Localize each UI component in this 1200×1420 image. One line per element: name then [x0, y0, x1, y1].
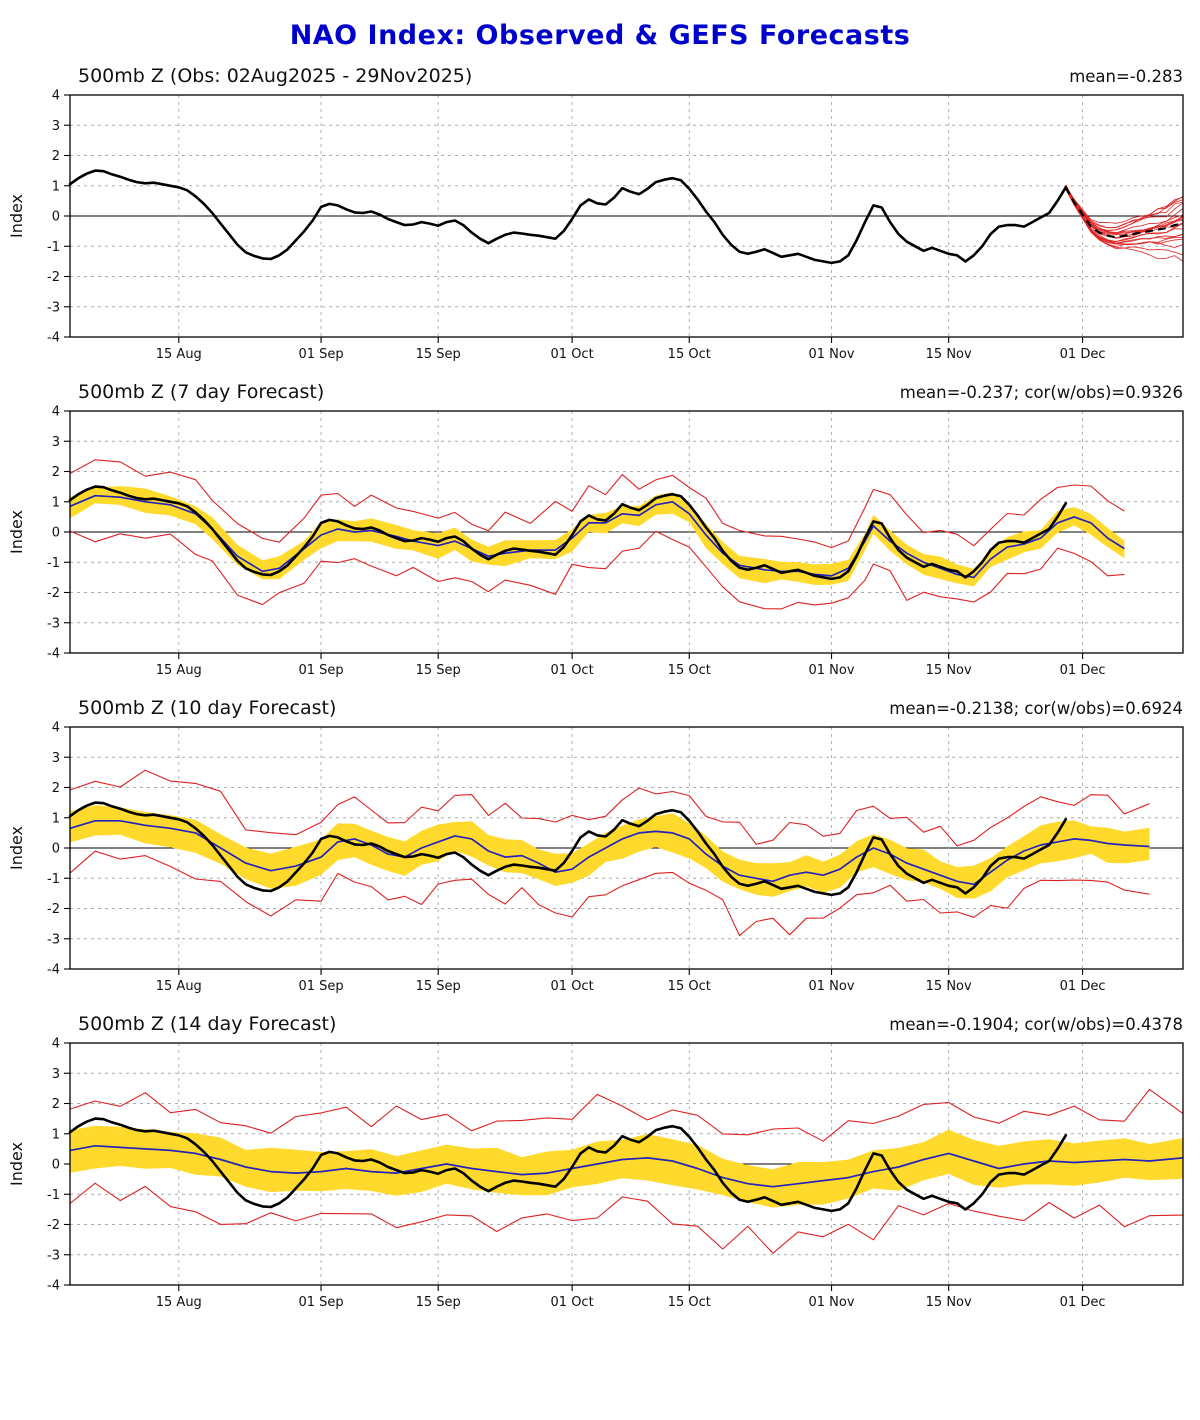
svg-text:15 Nov: 15 Nov — [926, 347, 972, 362]
svg-text:15 Sep: 15 Sep — [416, 979, 461, 994]
svg-text:15 Aug: 15 Aug — [156, 1295, 202, 1310]
svg-text:01 Oct: 01 Oct — [551, 979, 594, 994]
svg-text:-4: -4 — [47, 1279, 60, 1294]
svg-text:Index: Index — [7, 826, 26, 870]
panel-forecast-10day-title: 500mb Z (10 day Forecast) — [78, 697, 337, 719]
svg-text:2: 2 — [52, 465, 60, 480]
svg-text:0: 0 — [52, 842, 60, 857]
svg-text:15 Sep: 15 Sep — [416, 663, 461, 678]
panel-observed-header: 500mb Z (Obs: 02Aug2025 - 29Nov2025) mea… — [0, 65, 1200, 89]
svg-text:4: 4 — [52, 405, 60, 420]
svg-text:Index: Index — [7, 510, 26, 554]
svg-text:-2: -2 — [47, 270, 60, 285]
svg-text:-1: -1 — [47, 240, 60, 255]
svg-text:3: 3 — [52, 1067, 60, 1082]
chart-canvas-1: -4 -3 -2 -1 0 1 2 3 4 15 Aug 01 Sep 15 Sep 01 Oct 15 … — [7, 405, 1184, 678]
svg-text:15 Nov: 15 Nov — [926, 979, 972, 994]
svg-text:15 Oct: 15 Oct — [668, 1295, 711, 1310]
svg-text:15 Aug: 15 Aug — [156, 663, 202, 678]
panel-forecast-7day-title: 500mb Z (7 day Forecast) — [78, 381, 325, 403]
svg-text:1: 1 — [52, 495, 60, 510]
svg-text:15 Sep: 15 Sep — [416, 347, 461, 362]
svg-text:-3: -3 — [47, 300, 60, 315]
svg-text:Index: Index — [7, 1142, 26, 1186]
chart-canvas-3: -4 -3 -2 -1 0 1 2 3 4 15 Aug 01 Sep 15 Sep 01 Oct 15 … — [7, 1037, 1184, 1310]
svg-text:-4: -4 — [47, 647, 60, 662]
svg-text:-2: -2 — [47, 902, 60, 917]
svg-text:3: 3 — [52, 119, 60, 134]
panel-forecast-14day-stats: mean=-0.1904; cor(w/obs)=0.4378 — [889, 1015, 1183, 1034]
panel-forecast-7day-header: 500mb Z (7 day Forecast) mean=-0.237; co… — [0, 381, 1200, 405]
svg-text:15 Aug: 15 Aug — [156, 347, 202, 362]
chart-canvas-0: -4 -3 -2 -1 0 1 2 3 4 15 Aug 01 Sep 15 Sep 01 Oct 15 … — [7, 89, 1184, 362]
svg-text:2: 2 — [52, 149, 60, 164]
svg-text:15 Oct: 15 Oct — [668, 663, 711, 678]
panel-forecast-10day: 500mb Z (10 day Forecast) mean=-0.2138; … — [0, 697, 1200, 1005]
svg-text:3: 3 — [52, 751, 60, 766]
chart-canvas-2: -4 -3 -2 -1 0 1 2 3 4 15 Aug 01 Sep 15 Sep 01 Oct 15 … — [7, 721, 1184, 994]
panel-observed-title: 500mb Z (Obs: 02Aug2025 - 29Nov2025) — [78, 65, 473, 87]
svg-text:-1: -1 — [47, 1188, 60, 1203]
svg-text:0: 0 — [52, 526, 60, 541]
svg-text:1: 1 — [52, 1127, 60, 1142]
panel-forecast-14day-header: 500mb Z (14 day Forecast) mean=-0.1904; … — [0, 1013, 1200, 1037]
svg-text:Index: Index — [7, 194, 26, 238]
svg-text:15 Aug: 15 Aug — [156, 979, 202, 994]
svg-text:01 Dec: 01 Dec — [1060, 347, 1106, 362]
panel-forecast-10day-plot: -4 -3 -2 -1 0 1 2 3 4 15 Aug 01 Sep 15 Sep 01 Oct 15 … — [0, 721, 1200, 1005]
svg-text:15 Sep: 15 Sep — [416, 1295, 461, 1310]
svg-text:4: 4 — [52, 89, 60, 104]
panel-forecast-7day: 500mb Z (7 day Forecast) mean=-0.237; co… — [0, 381, 1200, 689]
svg-text:0: 0 — [52, 1158, 60, 1173]
chart-title: NAO Index: Observed & GEFS Forecasts — [289, 20, 911, 51]
svg-text:01 Sep: 01 Sep — [298, 663, 343, 678]
svg-text:15 Nov: 15 Nov — [926, 663, 972, 678]
svg-text:01 Sep: 01 Sep — [298, 1295, 343, 1310]
svg-text:-3: -3 — [47, 1248, 60, 1263]
panel-observed-stats: mean=-0.283 — [1069, 67, 1183, 86]
svg-text:01 Nov: 01 Nov — [809, 979, 855, 994]
nao-figure: NAO Index: Observed & GEFS Forecasts 500… — [0, 20, 1200, 1321]
svg-text:-4: -4 — [47, 963, 60, 978]
svg-text:4: 4 — [52, 721, 60, 736]
svg-text:3: 3 — [52, 435, 60, 450]
svg-text:01 Sep: 01 Sep — [298, 979, 343, 994]
panel-forecast-7day-plot: -4 -3 -2 -1 0 1 2 3 4 15 Aug 01 Sep 15 Sep 01 Oct 15 … — [0, 405, 1200, 689]
svg-text:01 Sep: 01 Sep — [298, 347, 343, 362]
svg-text:01 Dec: 01 Dec — [1060, 663, 1106, 678]
panel-forecast-10day-header: 500mb Z (10 day Forecast) mean=-0.2138; … — [0, 697, 1200, 721]
svg-text:-4: -4 — [47, 331, 60, 346]
svg-text:-3: -3 — [47, 932, 60, 947]
panel-forecast-7day-stats: mean=-0.237; cor(w/obs)=0.9326 — [899, 383, 1183, 402]
svg-text:2: 2 — [52, 1097, 60, 1112]
svg-text:01 Nov: 01 Nov — [809, 347, 855, 362]
svg-text:-3: -3 — [47, 616, 60, 631]
svg-text:-2: -2 — [47, 1218, 60, 1233]
panel-forecast-14day-plot: -4 -3 -2 -1 0 1 2 3 4 15 Aug 01 Sep 15 Sep 01 Oct 15 … — [0, 1037, 1200, 1321]
svg-text:2: 2 — [52, 781, 60, 796]
svg-text:01 Dec: 01 Dec — [1060, 979, 1106, 994]
svg-text:1: 1 — [52, 811, 60, 826]
svg-text:-1: -1 — [47, 556, 60, 571]
svg-text:01 Nov: 01 Nov — [809, 1295, 855, 1310]
svg-text:01 Nov: 01 Nov — [809, 663, 855, 678]
panel-forecast-10day-stats: mean=-0.2138; cor(w/obs)=0.6924 — [889, 699, 1183, 718]
svg-text:15 Oct: 15 Oct — [668, 979, 711, 994]
svg-text:4: 4 — [52, 1037, 60, 1052]
svg-text:01 Oct: 01 Oct — [551, 347, 594, 362]
svg-text:1: 1 — [52, 179, 60, 194]
svg-text:01 Dec: 01 Dec — [1060, 1295, 1106, 1310]
svg-text:0: 0 — [52, 210, 60, 225]
panel-forecast-14day-title: 500mb Z (14 day Forecast) — [78, 1013, 337, 1035]
svg-text:15 Oct: 15 Oct — [668, 347, 711, 362]
panel-observed: 500mb Z (Obs: 02Aug2025 - 29Nov2025) mea… — [0, 65, 1200, 373]
panel-observed-plot: -4 -3 -2 -1 0 1 2 3 4 15 Aug 01 Sep 15 Sep 01 Oct 15 … — [0, 89, 1200, 373]
svg-text:-1: -1 — [47, 872, 60, 887]
svg-text:-2: -2 — [47, 586, 60, 601]
panel-forecast-14day: 500mb Z (14 day Forecast) mean=-0.1904; … — [0, 1013, 1200, 1321]
svg-text:15 Nov: 15 Nov — [926, 1295, 972, 1310]
svg-text:01 Oct: 01 Oct — [551, 663, 594, 678]
svg-text:01 Oct: 01 Oct — [551, 1295, 594, 1310]
